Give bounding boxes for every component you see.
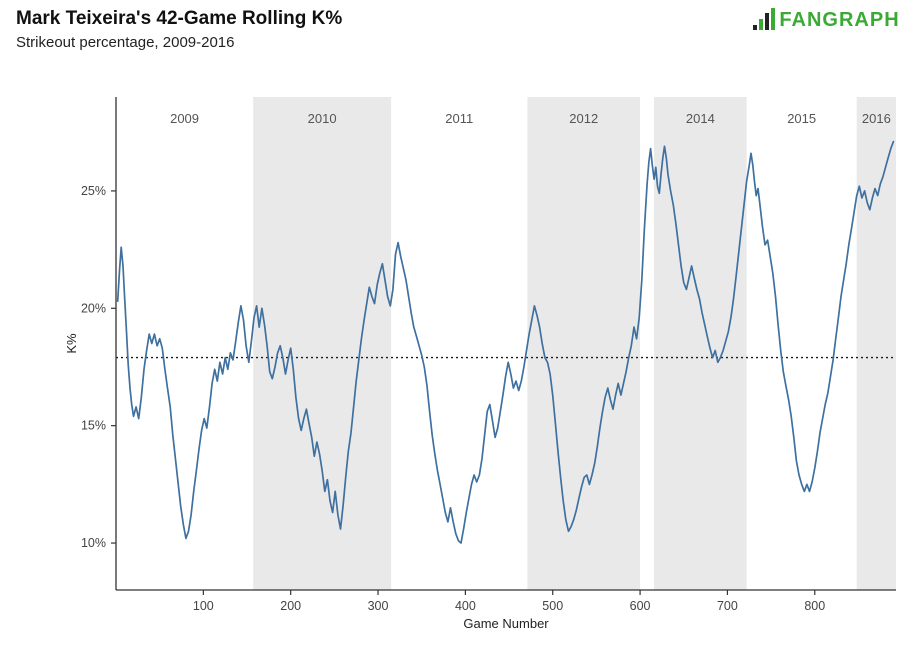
- series-line: [116, 140, 895, 544]
- year-label-2011: 2011: [445, 111, 473, 126]
- y-tick-label: 25%: [81, 184, 106, 198]
- year-label-2014: 2014: [686, 111, 715, 126]
- year-band-2016: [856, 97, 896, 590]
- fangraphs-bars-icon: [753, 8, 776, 30]
- x-tick-label: 100: [193, 599, 214, 613]
- fangraphs-wordmark: FANGRAPHS: [779, 9, 900, 31]
- year-band-2012: [527, 97, 641, 590]
- x-tick-label: 800: [804, 599, 825, 613]
- year-label-2015: 2015: [787, 111, 816, 126]
- y-tick-label: 15%: [81, 419, 106, 433]
- fangraphs-logo: FANGRAPHS: [753, 8, 900, 30]
- x-tick-label: 600: [630, 599, 651, 613]
- x-tick-label: 200: [280, 599, 301, 613]
- chart-subtitle: Strikeout percentage, 2009-2016: [16, 34, 235, 51]
- y-tick-label: 20%: [81, 301, 106, 315]
- x-tick-label: 500: [542, 599, 563, 613]
- year-band-2010: [253, 97, 392, 590]
- x-tick-label: 700: [717, 599, 738, 613]
- year-label-2010: 2010: [308, 111, 337, 126]
- year-label-2009: 2009: [170, 111, 199, 126]
- year-label-2012: 2012: [569, 111, 598, 126]
- x-axis-title: Game Number: [463, 616, 549, 631]
- y-tick-label: 10%: [81, 536, 106, 550]
- year-label-2016: 2016: [862, 111, 891, 126]
- chart-title: Mark Teixeira's 42-Game Rolling K%: [16, 8, 343, 29]
- x-tick-label: 400: [455, 599, 476, 613]
- y-axis-title: K%: [64, 333, 79, 354]
- x-tick-label: 300: [368, 599, 389, 613]
